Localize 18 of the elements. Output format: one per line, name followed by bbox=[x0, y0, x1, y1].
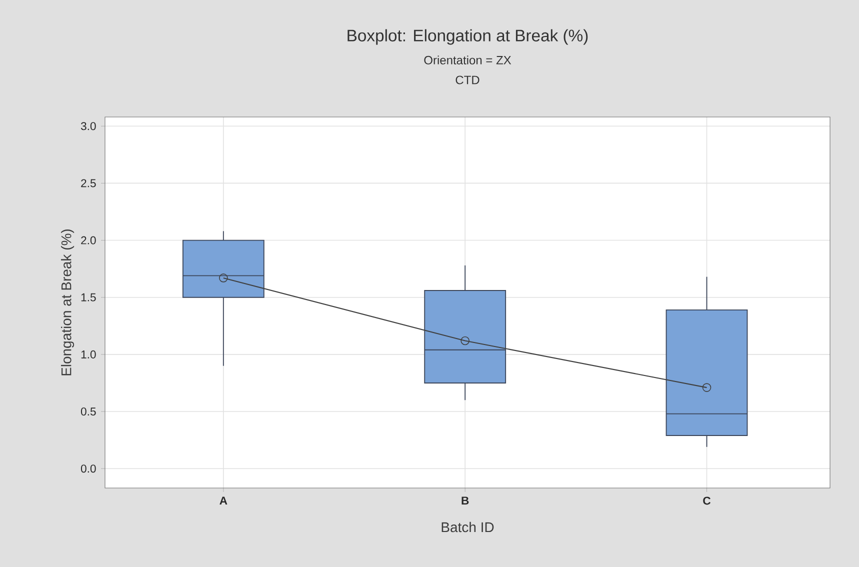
chart-title: Boxplot: Elongation at Break (%) bbox=[348, 29, 588, 45]
point bbox=[702, 383, 712, 392]
y-axis-title: Elongation at Break (%) bbox=[61, 229, 74, 376]
y-tick-label: 2.0 bbox=[81, 236, 96, 244]
y-tick-label: 0.0 bbox=[80, 464, 96, 473]
y-tick-label: 1.5 bbox=[81, 293, 96, 302]
x-tick-label: C bbox=[703, 496, 711, 505]
point bbox=[219, 274, 228, 282]
x-tick-label: A bbox=[220, 496, 228, 505]
y-tick-label: 1.0 bbox=[81, 350, 96, 358]
chart-subtitle: Orientation = ZX bbox=[424, 56, 512, 64]
y-tick-label: 2.5 bbox=[81, 179, 96, 188]
point bbox=[460, 336, 470, 346]
x-tick-label: B bbox=[462, 496, 469, 505]
x-axis-title: Batch ID bbox=[442, 522, 494, 532]
y-tick-label: 0.5 bbox=[80, 408, 96, 416]
y-tick-label: 3.0 bbox=[80, 122, 96, 130]
text: CTD bbox=[456, 76, 480, 84]
